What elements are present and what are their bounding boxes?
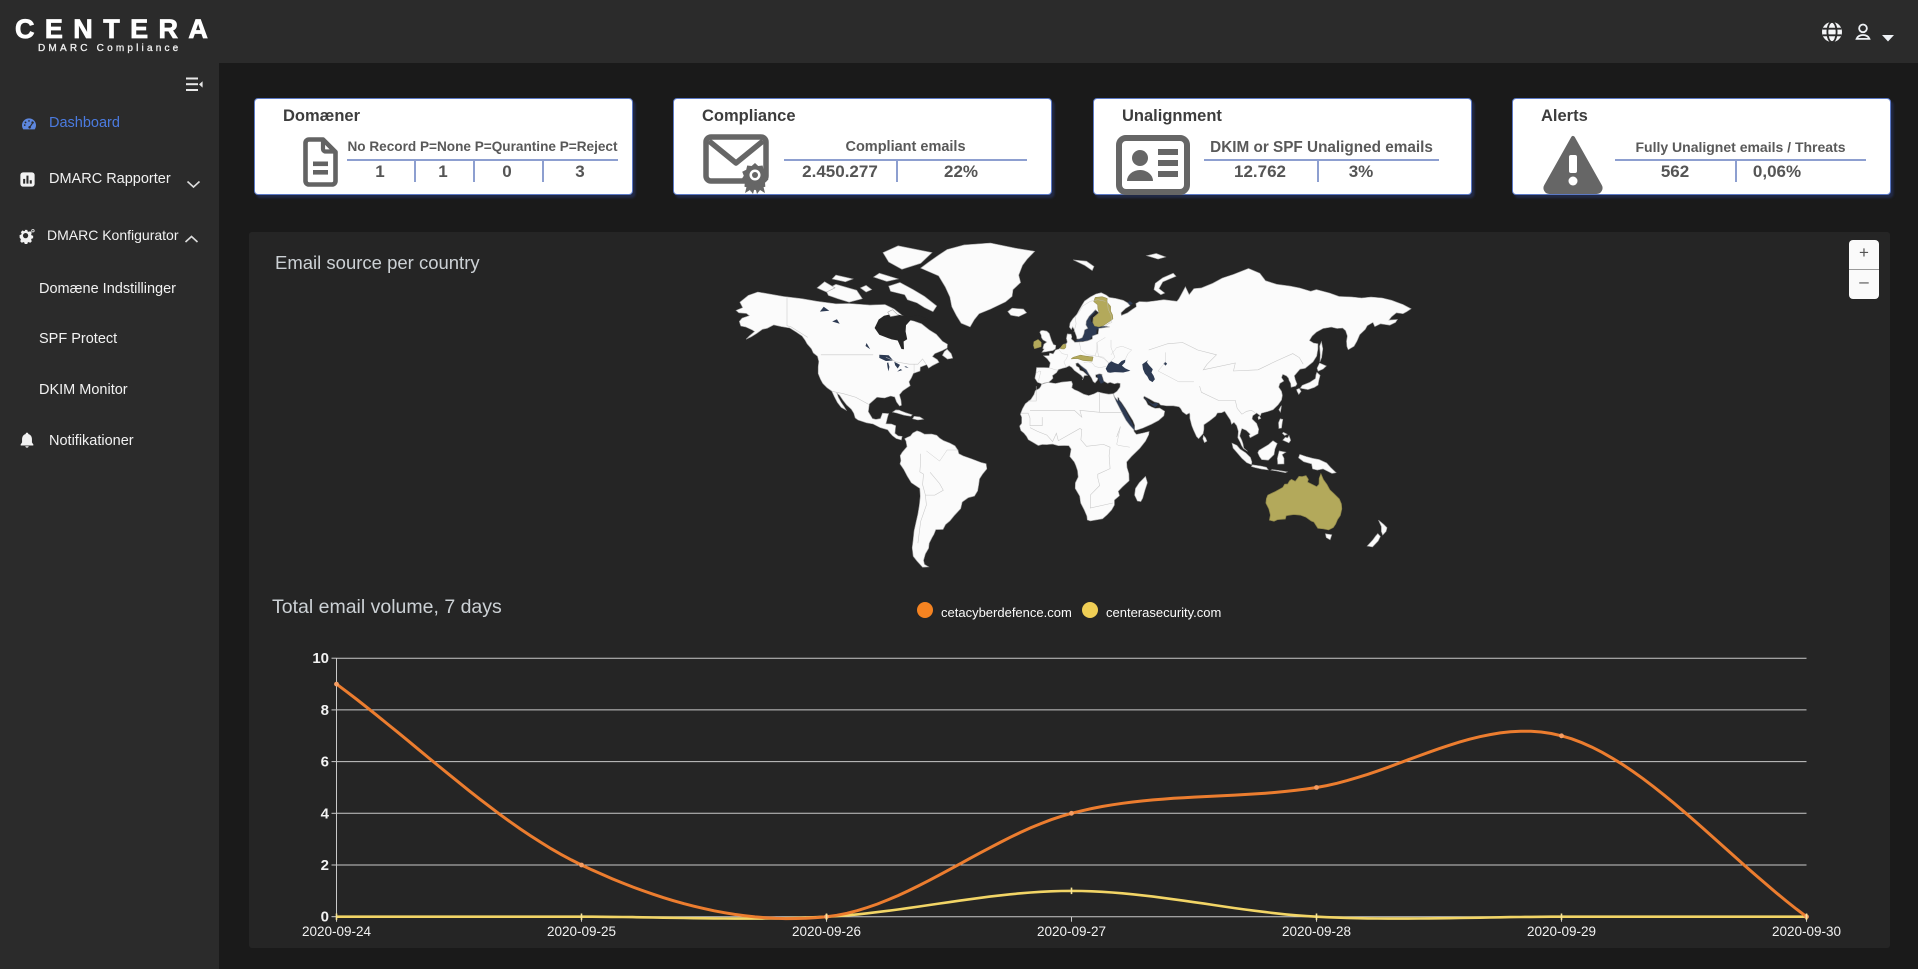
svg-text:2020-09-30: 2020-09-30 xyxy=(1772,924,1841,939)
svg-text:2: 2 xyxy=(321,857,329,874)
svg-text:10: 10 xyxy=(312,650,329,667)
svg-text:2020-09-28: 2020-09-28 xyxy=(1282,924,1351,939)
svg-text:0: 0 xyxy=(321,909,329,926)
svg-text:2020-09-27: 2020-09-27 xyxy=(1037,924,1106,939)
svg-text:6: 6 xyxy=(321,754,329,771)
svg-text:2020-09-26: 2020-09-26 xyxy=(792,924,861,939)
svg-text:2020-09-25: 2020-09-25 xyxy=(547,924,616,939)
svg-text:4: 4 xyxy=(321,805,330,822)
svg-text:8: 8 xyxy=(321,702,329,719)
svg-text:2020-09-29: 2020-09-29 xyxy=(1527,924,1596,939)
svg-text:2020-09-24: 2020-09-24 xyxy=(302,924,372,939)
